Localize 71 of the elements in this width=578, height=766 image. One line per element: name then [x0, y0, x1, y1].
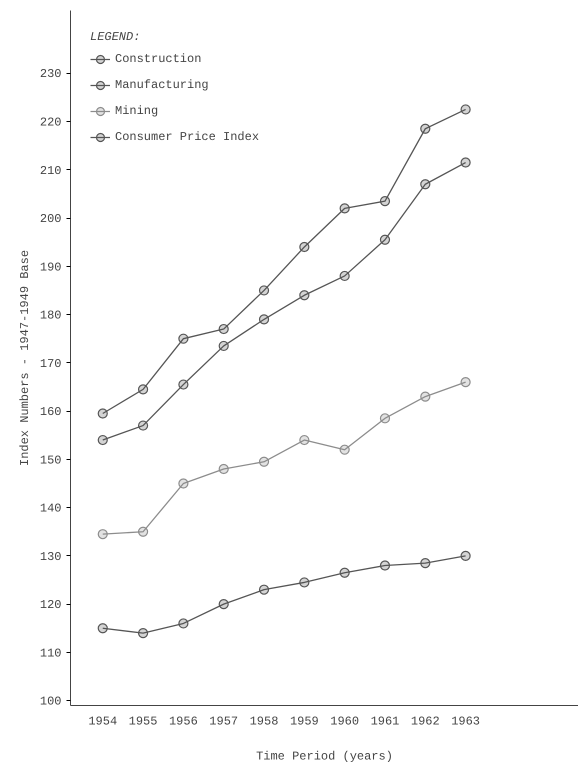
point	[218, 599, 229, 610]
x-tick-label: 1955	[128, 714, 158, 728]
point	[218, 464, 229, 474]
y-tick-label: 190	[40, 260, 62, 274]
point	[98, 623, 108, 634]
y-tick-label: 110	[40, 646, 62, 660]
point	[258, 285, 270, 296]
legend-label: Consumer Price Index	[115, 130, 260, 144]
point	[340, 203, 350, 214]
y-tick-label: 180	[40, 308, 62, 323]
y-tick-label: 120	[40, 598, 62, 612]
point	[178, 379, 188, 390]
point	[138, 628, 148, 638]
point	[420, 124, 430, 134]
point	[258, 456, 270, 467]
y-tick-label: 100	[40, 694, 62, 709]
y-tick-label: 170	[40, 356, 62, 371]
point	[380, 413, 390, 424]
point	[420, 558, 430, 568]
y-axis-title: Index Numbers - 1947-1949 Base	[18, 250, 32, 466]
point	[218, 324, 229, 334]
point	[98, 434, 108, 446]
point	[460, 377, 471, 388]
y-tick-label: 210	[40, 164, 62, 178]
x-tick-label: 1961	[370, 714, 400, 728]
x-tick-label: 1963	[451, 714, 480, 728]
point	[98, 408, 108, 419]
x-tick-label: 1958	[250, 714, 278, 728]
point	[340, 568, 350, 578]
point	[420, 392, 430, 402]
point	[299, 434, 310, 446]
point	[138, 420, 148, 431]
point	[380, 560, 390, 571]
legend-title: LEGEND:	[90, 30, 142, 44]
x-tick-label: 1962	[410, 714, 440, 728]
point	[380, 196, 390, 206]
point	[98, 529, 108, 540]
point	[178, 618, 188, 629]
point	[460, 104, 471, 115]
point	[218, 340, 229, 352]
point	[178, 478, 188, 489]
y-tick-label: 150	[40, 453, 62, 468]
point	[340, 270, 350, 282]
y-tick-label: 130	[40, 550, 62, 564]
x-tick-label: 1954	[88, 714, 118, 728]
legend-label: Manufacturing	[115, 78, 209, 92]
point	[258, 584, 270, 595]
point	[380, 234, 390, 245]
x-tick-label: 1957	[209, 714, 238, 728]
point	[138, 526, 148, 537]
point	[258, 314, 270, 324]
point	[178, 334, 188, 344]
y-tick-label: 140	[40, 502, 62, 516]
point	[299, 290, 310, 300]
point	[299, 242, 310, 252]
point	[460, 157, 471, 168]
point	[420, 179, 430, 190]
y-tick-label: 200	[40, 212, 62, 226]
point	[460, 550, 471, 561]
x-tick-label: 1959	[290, 714, 319, 728]
x-axis-title: Time Period (years)	[256, 750, 393, 764]
y-tick-label: 230	[40, 67, 62, 82]
x-tick-label: 1956	[168, 714, 198, 728]
point	[138, 384, 148, 394]
legend-label: Construction	[115, 52, 202, 66]
legend-label: Mining	[115, 104, 158, 118]
y-tick-label: 160	[40, 405, 62, 420]
point	[299, 577, 310, 588]
point	[340, 444, 350, 455]
x-tick-label: 1960	[330, 714, 360, 728]
y-tick-label: 220	[40, 116, 62, 130]
